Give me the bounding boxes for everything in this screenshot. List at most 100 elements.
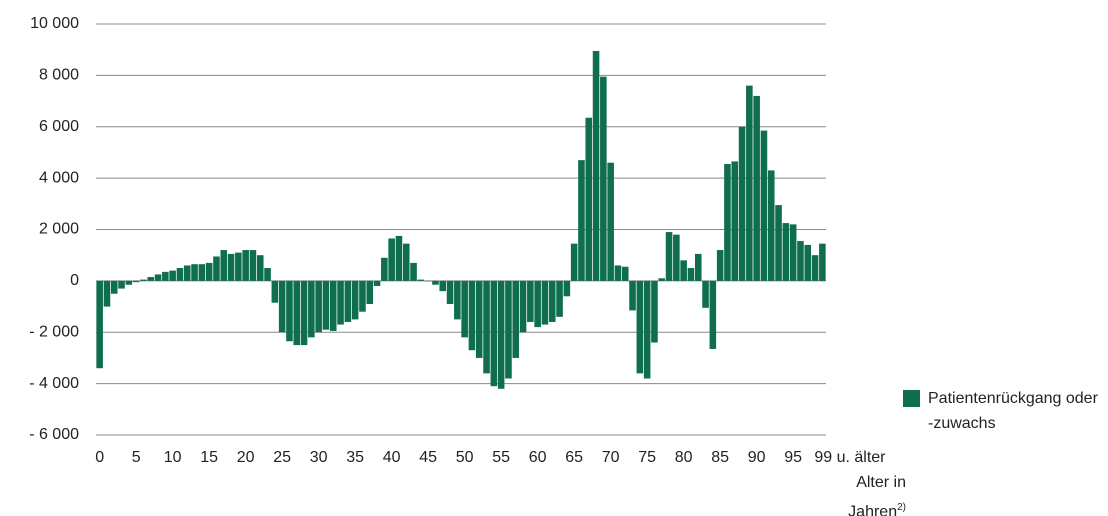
bar (220, 250, 228, 281)
bar (512, 280, 520, 358)
bar (665, 232, 673, 281)
bar (782, 223, 790, 281)
bar (439, 280, 447, 292)
bar (183, 265, 191, 281)
bar (286, 280, 293, 342)
x-tick-label: 5 (132, 449, 141, 466)
bar (395, 235, 403, 281)
bar (753, 95, 760, 281)
bar (636, 280, 644, 374)
bar (132, 280, 140, 283)
bar (125, 280, 133, 285)
x-tick-label: 85 (711, 449, 729, 466)
bar (775, 205, 782, 281)
x-tick-label: 75 (638, 449, 656, 466)
x-tick-label: 90 (748, 449, 766, 466)
bar (300, 280, 308, 346)
bar (621, 266, 629, 281)
bar (819, 243, 826, 281)
bar (519, 280, 527, 333)
bar (556, 280, 563, 317)
bar (381, 257, 388, 281)
x-axis-label: Alter in Jahren2) (826, 470, 906, 516)
bar (454, 280, 461, 320)
bar (337, 280, 344, 325)
bar (789, 224, 797, 281)
bar (738, 126, 746, 281)
x-axis-label-text: Alter in Jahren (848, 474, 906, 516)
bar (278, 280, 286, 333)
bar (388, 238, 395, 281)
x-tick-label: 65 (565, 449, 583, 466)
bar (293, 280, 301, 346)
bar (804, 244, 812, 281)
y-tick-label: 2 000 (39, 221, 79, 238)
bar (191, 264, 198, 281)
y-tick-label: 6 000 (39, 118, 79, 135)
bar (483, 280, 490, 374)
bar (643, 280, 651, 379)
bar (497, 280, 505, 389)
footnote: 2) (897, 502, 906, 513)
bar (344, 280, 352, 322)
bar (96, 280, 103, 369)
bar (585, 117, 593, 281)
bar (417, 279, 425, 281)
y-tick-label: 8 000 (39, 67, 79, 84)
bar (563, 280, 571, 297)
bar (359, 280, 366, 312)
bar (592, 50, 600, 281)
bar (570, 243, 578, 281)
bar (271, 280, 279, 303)
bar (578, 160, 585, 281)
bar (614, 265, 622, 281)
bar (110, 280, 118, 294)
bar (767, 170, 775, 281)
bar (249, 250, 257, 281)
x-tick-label: 25 (273, 449, 291, 466)
x-tick-label: 20 (237, 449, 255, 466)
bar (709, 280, 717, 349)
bar (264, 268, 271, 281)
bar (366, 280, 374, 304)
bar (205, 262, 213, 281)
bar (629, 280, 636, 311)
bar (162, 271, 169, 281)
bar (468, 280, 476, 351)
x-tick-label: 35 (346, 449, 364, 466)
x-tick-label: 10 (164, 449, 182, 466)
bar (527, 280, 534, 322)
bar (351, 280, 359, 320)
x-tick-label: 55 (492, 449, 510, 466)
y-tick-label: - 2 000 (29, 323, 79, 340)
y-tick-label: 4 000 (39, 169, 79, 186)
x-tick-label: 45 (419, 449, 437, 466)
bar (169, 270, 176, 281)
bar (461, 280, 468, 338)
bar (505, 280, 512, 379)
bar (607, 162, 614, 281)
bar (811, 255, 819, 281)
bar (600, 76, 607, 281)
x-tick-label: 60 (529, 449, 547, 466)
bar (716, 250, 724, 281)
bar (658, 278, 666, 281)
bar (731, 161, 739, 281)
bar (694, 253, 702, 281)
bar (322, 280, 330, 330)
bar (534, 280, 541, 328)
bar (213, 256, 220, 281)
bar (198, 264, 206, 281)
bar (176, 268, 184, 281)
bar (373, 280, 381, 287)
bar (651, 280, 658, 343)
bar (446, 280, 454, 304)
y-tick-label: 10 000 (30, 15, 79, 32)
bar (432, 280, 439, 285)
bar (147, 277, 155, 281)
x-tick-label: 50 (456, 449, 474, 466)
y-tick-label: - 4 000 (29, 375, 79, 392)
x-tick-label: 0 (95, 449, 104, 466)
bar (702, 280, 709, 308)
bar (235, 252, 242, 281)
